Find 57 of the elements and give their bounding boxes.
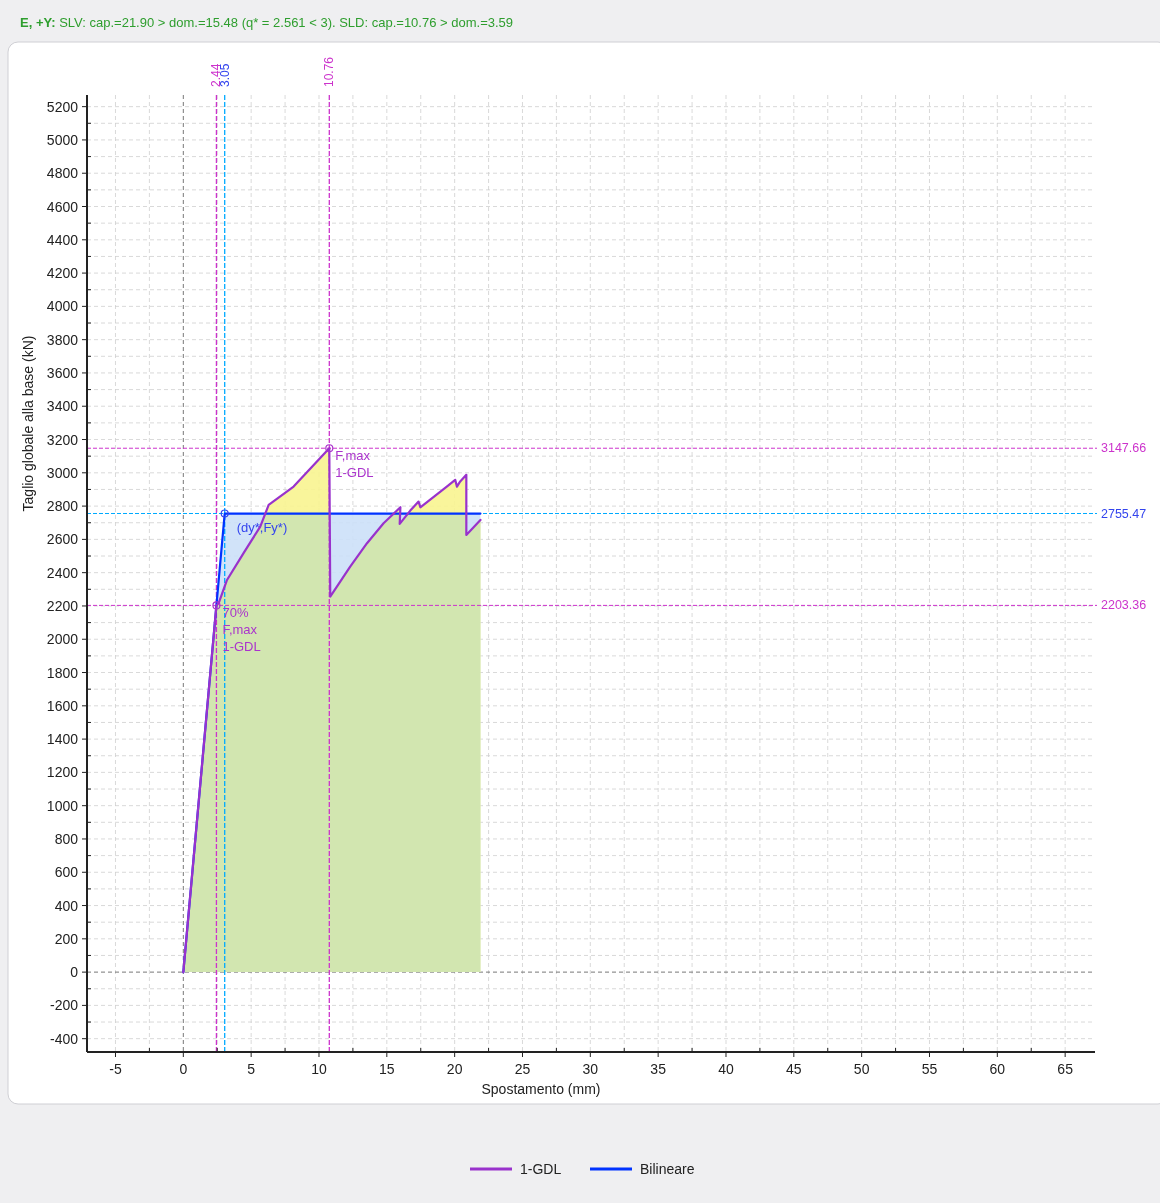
y-tick-label: 1200	[46, 764, 79, 781]
y-tick-label: 2200	[46, 597, 79, 614]
y-tick-label: 1000	[46, 797, 79, 814]
annotation: 70% F,max 1-GDL	[222, 605, 261, 655]
y-tick-label: 4000	[46, 298, 79, 315]
y-tick-label: 3600	[46, 364, 79, 381]
y-tick-label: 4200	[46, 265, 79, 282]
x-tick-label: 10	[311, 1061, 327, 1077]
x-tick-label: 15	[379, 1061, 395, 1077]
annotation: F,max 1-GDL	[335, 448, 374, 481]
x-tick-label: 40	[718, 1061, 734, 1077]
y-tick-label: 5000	[46, 131, 79, 148]
x-tick-label: 65	[1057, 1061, 1074, 1077]
y-tick-label: 3800	[46, 331, 79, 348]
x-tick-label: 25	[514, 1061, 531, 1077]
y-tick-label: -200	[49, 997, 79, 1014]
x-tick-label: 30	[582, 1061, 599, 1077]
chart-title: E, +Y: SLV: cap.=21.90 > dom.=15.48 (q* = 2.561 < 3). SLD: cap.=10.76 > dom.=3.59	[20, 15, 514, 30]
ref-line-label: 2203.36	[1101, 598, 1147, 613]
x-tick-label: 45	[786, 1061, 802, 1077]
legend-label: Bilineare	[640, 1161, 695, 1177]
y-tick-label: 3000	[46, 464, 79, 481]
x-tick-label: 60	[989, 1061, 1006, 1077]
x-tick-label: 0	[179, 1061, 188, 1077]
x-tick-label: 55	[921, 1061, 938, 1077]
y-tick-label: 3400	[46, 398, 79, 415]
y-tick-label: 1400	[46, 731, 79, 748]
y-tick-label: 5200	[46, 98, 79, 115]
y-tick-label: 1600	[46, 697, 79, 714]
y-tick-label: 4600	[46, 198, 79, 215]
y-tick-label: 2000	[46, 631, 79, 648]
ref-line-label: 2755.47	[1101, 506, 1147, 521]
y-tick-label: 1800	[46, 664, 79, 681]
y-tick-label: 600	[54, 864, 79, 881]
x-tick-label: 50	[853, 1061, 870, 1077]
point	[212, 601, 221, 610]
x-tick-label: 5	[247, 1061, 256, 1077]
point	[325, 444, 334, 453]
x-axis-title: Spostamento (mm)	[481, 1081, 601, 1097]
y-tick-label: 2800	[46, 498, 79, 515]
y-tick-label: 4400	[46, 231, 79, 248]
ref-line-label: 10.76	[322, 56, 337, 87]
ref-line-label: 3147.66	[1101, 441, 1147, 456]
y-tick-label: 2600	[46, 531, 79, 548]
y-tick-label: 400	[54, 897, 79, 914]
legend-label: 1-GDL	[520, 1161, 562, 1177]
y-tick-label: -400	[49, 1030, 79, 1047]
y-tick-label: 3200	[46, 431, 79, 448]
y-tick-label: 4800	[46, 165, 79, 182]
y-axis-title: Taglio globale alla base (kN)	[20, 335, 36, 512]
x-tick-label: 35	[650, 1061, 667, 1077]
y-tick-label: 0	[70, 964, 79, 981]
y-tick-label: 200	[54, 930, 79, 947]
x-tick-label: 20	[446, 1061, 463, 1077]
y-tick-label: 800	[54, 830, 79, 847]
x-tick-label: -5	[109, 1061, 122, 1077]
y-tick-label: 2400	[46, 564, 79, 581]
